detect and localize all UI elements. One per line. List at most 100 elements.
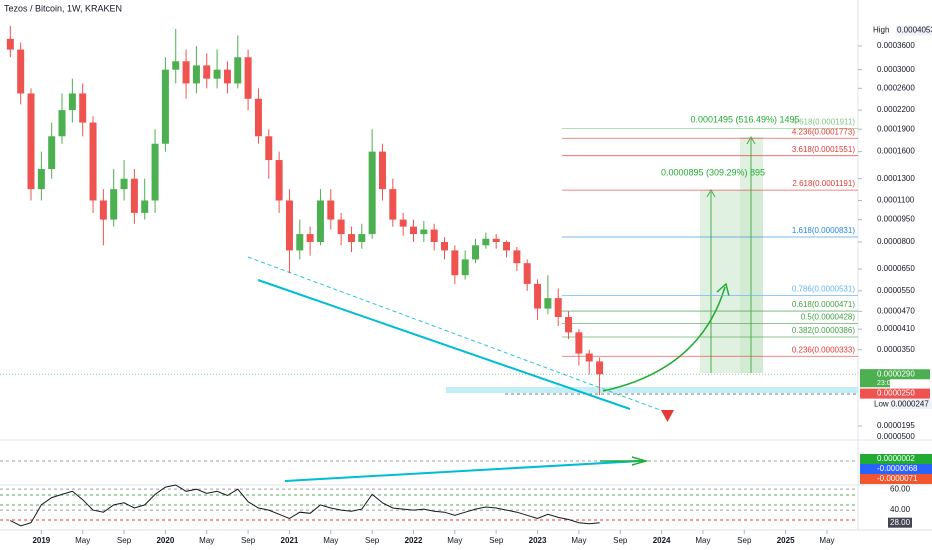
x-tick-label: May: [695, 536, 710, 545]
fib-label: 4.236(0.0001773): [792, 127, 856, 136]
y-tick-label: 0.0001600: [877, 147, 915, 156]
candle-body: [378, 151, 386, 190]
candle-body: [285, 200, 293, 251]
candle-body: [441, 241, 449, 251]
rsi-line: [10, 484, 600, 527]
macd-label: -0.0000071: [877, 474, 918, 483]
high-label: 0.0004053: [897, 26, 932, 35]
x-tick-label: Sep: [365, 536, 380, 545]
candle-body: [347, 234, 355, 242]
macd-tag: [860, 464, 932, 474]
chart-title: Tezos / Bitcoin, 1W, KRAKEN: [4, 3, 122, 13]
macd-trend-line: [284, 460, 641, 482]
candle-body: [596, 361, 604, 375]
candle-body: [151, 143, 159, 201]
candle-body: [130, 178, 138, 213]
candle-body: [110, 189, 118, 220]
y-tick-label: 0.0000550: [877, 286, 915, 295]
fib-label: 0.618(0.0000471): [792, 300, 856, 309]
x-tick-label: May: [571, 536, 586, 545]
candle-body: [141, 200, 149, 213]
rsi-tick-label: 40.00: [890, 505, 911, 514]
y-tick-label: 0.0003000: [877, 65, 915, 74]
rsi-last-label: 28.00: [890, 518, 911, 527]
fib-label: 1.618(0.0000831): [792, 226, 856, 235]
x-tick-label: Sep: [241, 536, 256, 545]
x-tick-label: 2022: [405, 536, 423, 545]
y-tick-label: 0.0001900: [877, 124, 915, 133]
candle-body: [368, 151, 376, 235]
measure-arrowhead: [746, 135, 756, 145]
x-tick-label: Sep: [737, 536, 752, 545]
candle-body: [575, 332, 583, 354]
candle-body: [89, 122, 97, 201]
candle-body: [534, 283, 542, 309]
y-tick-label: 0.0000470: [877, 306, 915, 315]
candle-body: [461, 259, 469, 276]
candle-body: [99, 200, 107, 220]
candle-body: [554, 298, 562, 317]
candle-body: [265, 136, 273, 161]
candle-body: [306, 234, 314, 242]
rsi-tick-label: 60.00: [890, 484, 911, 493]
candle-body: [523, 263, 531, 284]
candle-body: [161, 69, 169, 144]
y-tick-label: 0.0000410: [877, 324, 915, 333]
support-price-label: 0.0000250: [877, 389, 915, 398]
fib-label: 2.618(0.0001191): [792, 179, 855, 188]
candle-body: [585, 353, 593, 362]
x-tick-label: 2025: [777, 536, 795, 545]
candle-body: [430, 229, 438, 242]
high-name: High: [873, 26, 889, 35]
x-tick-label: May: [819, 536, 834, 545]
x-tick-label: 2023: [529, 536, 547, 545]
x-tick-label: May: [323, 536, 338, 545]
y-tick-label: 0.0000350: [877, 345, 915, 354]
y-tick-label: 0.0003600: [877, 41, 915, 50]
candle-body: [6, 38, 14, 50]
measure-label: 0.0001495 (516.49%) 1495: [690, 114, 799, 124]
rsi-tag: [888, 517, 912, 528]
candle-body: [79, 93, 87, 123]
fib-label: 0.382(0.0000386): [792, 326, 856, 335]
candle-body: [172, 61, 180, 70]
y-tick-label: 0.0000950: [877, 215, 915, 224]
macd-tag: [860, 454, 932, 464]
candle-body: [451, 250, 459, 276]
candle-body: [565, 316, 573, 333]
last-price-label: 0.0000290: [877, 369, 915, 378]
fib-label: 0.236(0.0000333): [792, 345, 856, 354]
x-tick-label: May: [199, 536, 214, 545]
y-tick-label: 0.0001100: [877, 196, 915, 205]
last-price-tag: [860, 369, 930, 380]
candle-body: [120, 178, 128, 190]
candle-body: [420, 229, 428, 235]
y-tick-label: 0.0000800: [877, 237, 915, 246]
measure-label: 0.0000895 (309.29%) 895: [661, 167, 765, 177]
fib-label: 3.618(0.0001551): [792, 145, 856, 154]
candle-body: [389, 189, 397, 220]
fib-label: 4.618(0.0001911): [792, 118, 855, 127]
fib-label: 0.786(0.0000531): [792, 285, 856, 294]
trend-line: [257, 279, 631, 410]
x-tick-label: May: [75, 536, 90, 545]
x-tick-label: 2021: [281, 536, 299, 545]
candle-body: [409, 226, 417, 235]
candle-body: [337, 219, 345, 235]
candle-body: [48, 136, 56, 170]
macd-tag: [860, 474, 932, 484]
candle-body: [275, 160, 283, 201]
candle-body: [544, 298, 552, 309]
trend-line: [247, 256, 661, 411]
down-marker: [661, 410, 674, 422]
candle-body: [203, 65, 211, 79]
candle-body: [358, 234, 366, 242]
candle-body: [68, 93, 76, 111]
candle-body: [192, 65, 200, 84]
y-tick-label: 0.0002600: [877, 83, 915, 92]
x-tick-label: May: [447, 536, 462, 545]
candle-body: [254, 98, 262, 137]
x-tick-label: 2019: [32, 536, 50, 545]
candle-body: [492, 238, 500, 242]
